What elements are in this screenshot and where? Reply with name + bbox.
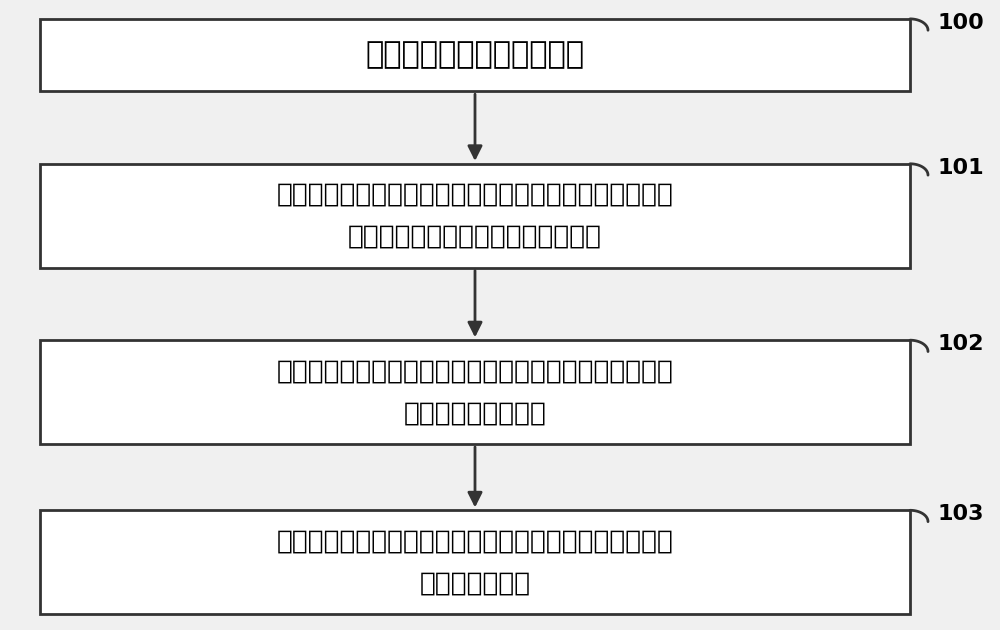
Bar	[40, 164, 910, 268]
Text: 102: 102	[938, 334, 984, 354]
Bar	[40, 340, 910, 444]
Text: 构建待确定车辆的状态模型: 构建待确定车辆的状态模型	[366, 40, 584, 70]
Text: 100: 100	[938, 13, 985, 33]
Bar	[40, 19, 910, 91]
Text: 103: 103	[938, 504, 984, 524]
Text: 采用无迹卡尔曼粒子滤波算法，根据所述状态模型，确定
不同时刻设定粒子数下的状态平均值: 采用无迹卡尔曼粒子滤波算法，根据所述状态模型，确定 不同时刻设定粒子数下的状态平…	[277, 182, 673, 249]
Text: 采用所述状态平均值，确定所述待确定车辆在不同时刻的
纵向速度和侧向速度: 采用所述状态平均值，确定所述待确定车辆在不同时刻的 纵向速度和侧向速度	[277, 358, 673, 426]
Text: 根据所述纵向速度和所述侧向速度，确定所述待确定车辆
质心侧偏角的值: 根据所述纵向速度和所述侧向速度，确定所述待确定车辆 质心侧偏角的值	[277, 529, 673, 596]
Text: 101: 101	[938, 158, 985, 178]
Bar	[40, 510, 910, 614]
